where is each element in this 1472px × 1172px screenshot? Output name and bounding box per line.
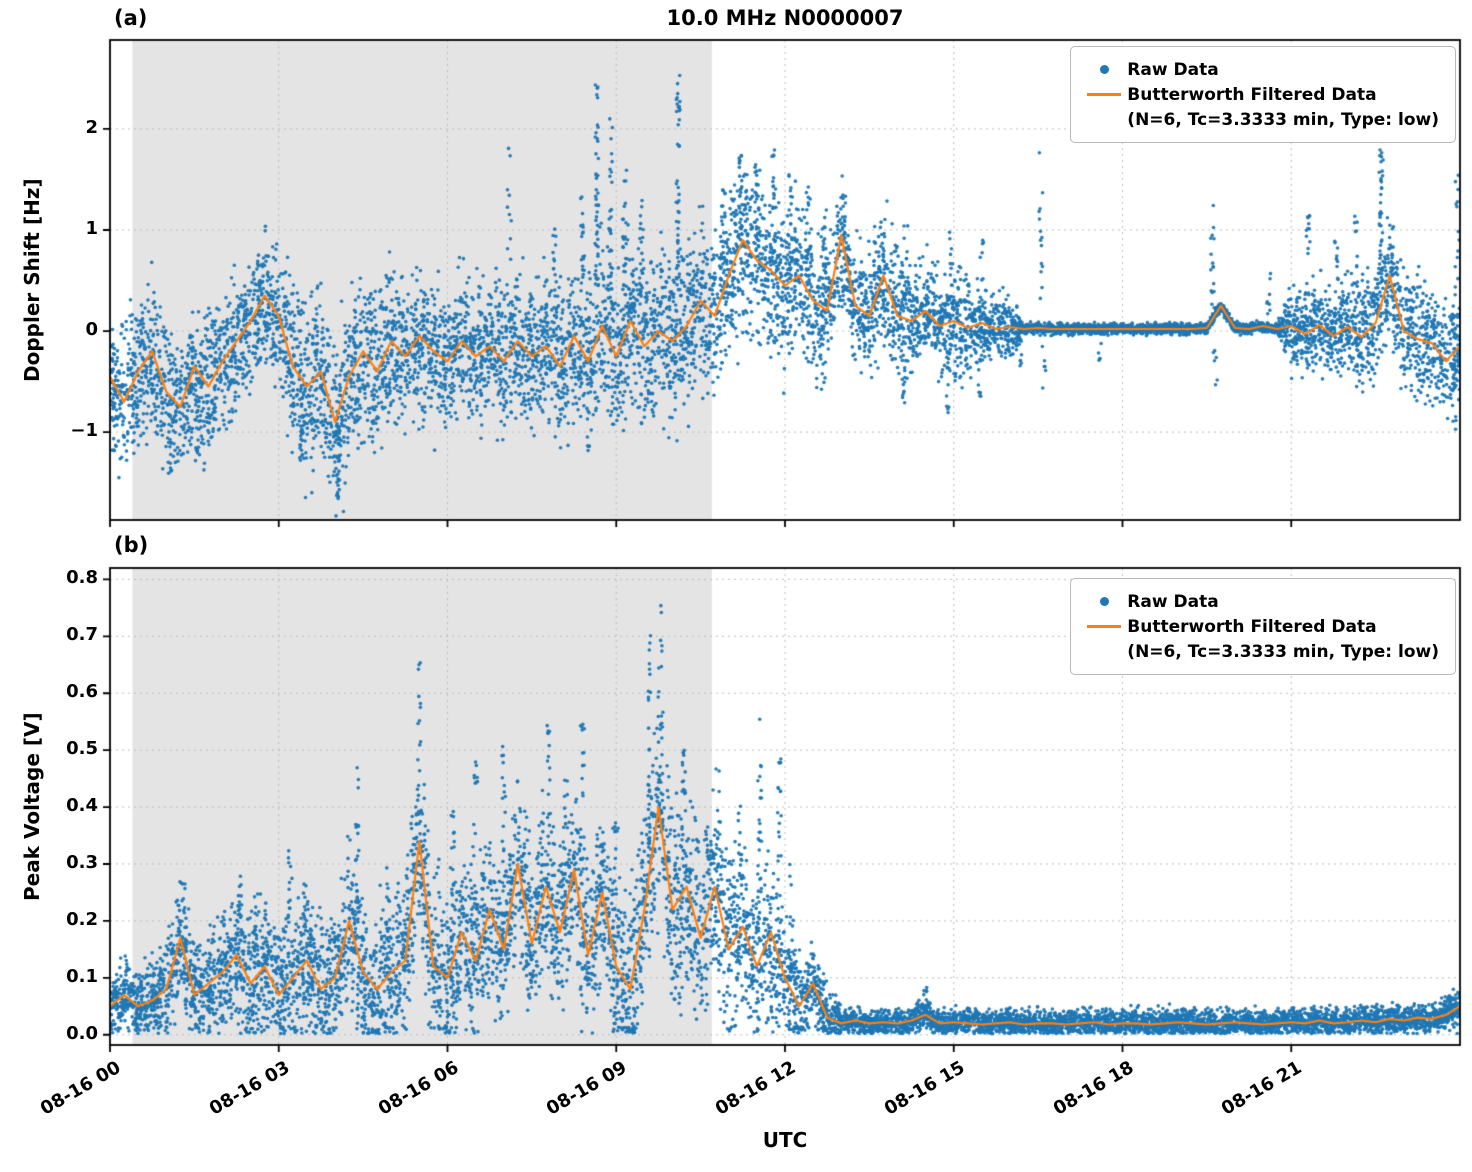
y-tick-label: 0.0: [66, 1022, 98, 1044]
panel-a-label: (a): [114, 6, 148, 30]
chart-title: 10.0 MHz N0000007: [666, 6, 904, 30]
y-tick-label: 0.7: [66, 624, 98, 646]
x-tick-label: 08-16 21: [1218, 1057, 1306, 1120]
y-axis-label-doppler: Doppler Shift [Hz]: [20, 178, 44, 382]
legend-raw-label: Raw Data: [1127, 591, 1219, 612]
legend-filtered-label: Butterworth Filtered Data: [1127, 84, 1377, 105]
x-tick-label: 08-16 12: [712, 1057, 800, 1120]
filtered-line-icon: [1087, 625, 1122, 628]
x-tick-label: 08-16 03: [205, 1057, 294, 1120]
legend-raw-label: Raw Data: [1127, 59, 1219, 80]
y-tick-label: −1: [70, 420, 98, 442]
raw-dot-icon: [1099, 597, 1109, 606]
legend-item-filtered: Butterworth Filtered Data: [1081, 614, 1439, 639]
y-tick-label: 1: [85, 217, 98, 239]
legend-filtered-params: (N=6, Tc=3.3333 min, Type: low): [1127, 109, 1439, 130]
y-tick-label: 2: [85, 116, 98, 138]
filtered-line-icon: [1087, 93, 1122, 96]
x-tick-label: 08-16 18: [1049, 1057, 1137, 1120]
x-tick-label: 08-16 09: [543, 1057, 631, 1120]
legend-item-raw: Raw Data: [1081, 57, 1439, 82]
y-tick-label: 0.3: [66, 851, 98, 873]
x-tick-label: 08-16 00: [37, 1057, 125, 1120]
legend-item-filtered-params: (N=6, Tc=3.3333 min, Type: low): [1081, 107, 1439, 132]
legend-item-raw: Raw Data: [1081, 589, 1439, 614]
y-tick-label: 0.1: [66, 965, 98, 987]
y-tick-label: 0.2: [66, 908, 98, 930]
y-tick-label: 0.8: [66, 567, 98, 589]
y-tick-label: 0: [85, 319, 98, 341]
y-tick-label: 0.5: [66, 738, 98, 760]
y-tick-label: 0.6: [66, 681, 98, 703]
x-tick-label: 08-16 15: [880, 1057, 969, 1120]
legend-panel-b: Raw Data Butterworth Filtered Data (N=6,…: [1070, 578, 1456, 675]
legend-filtered-label: Butterworth Filtered Data: [1127, 616, 1377, 637]
legend-filtered-params: (N=6, Tc=3.3333 min, Type: low): [1127, 641, 1439, 662]
y-tick-label: 0.4: [66, 795, 98, 817]
x-tick-label: 08-16 06: [374, 1057, 462, 1120]
raw-data-marker: [1081, 65, 1127, 74]
filtered-line-marker: [1081, 625, 1127, 628]
panel-b-label: (b): [114, 533, 149, 557]
x-axis-label: UTC: [762, 1128, 808, 1152]
filtered-line-marker: [1081, 93, 1127, 96]
raw-dot-icon: [1099, 65, 1109, 74]
raw-data-marker: [1081, 597, 1127, 606]
legend-panel-a: Raw Data Butterworth Filtered Data (N=6,…: [1070, 46, 1456, 143]
legend-item-filtered: Butterworth Filtered Data: [1081, 82, 1439, 107]
legend-item-filtered-params: (N=6, Tc=3.3333 min, Type: low): [1081, 639, 1439, 664]
